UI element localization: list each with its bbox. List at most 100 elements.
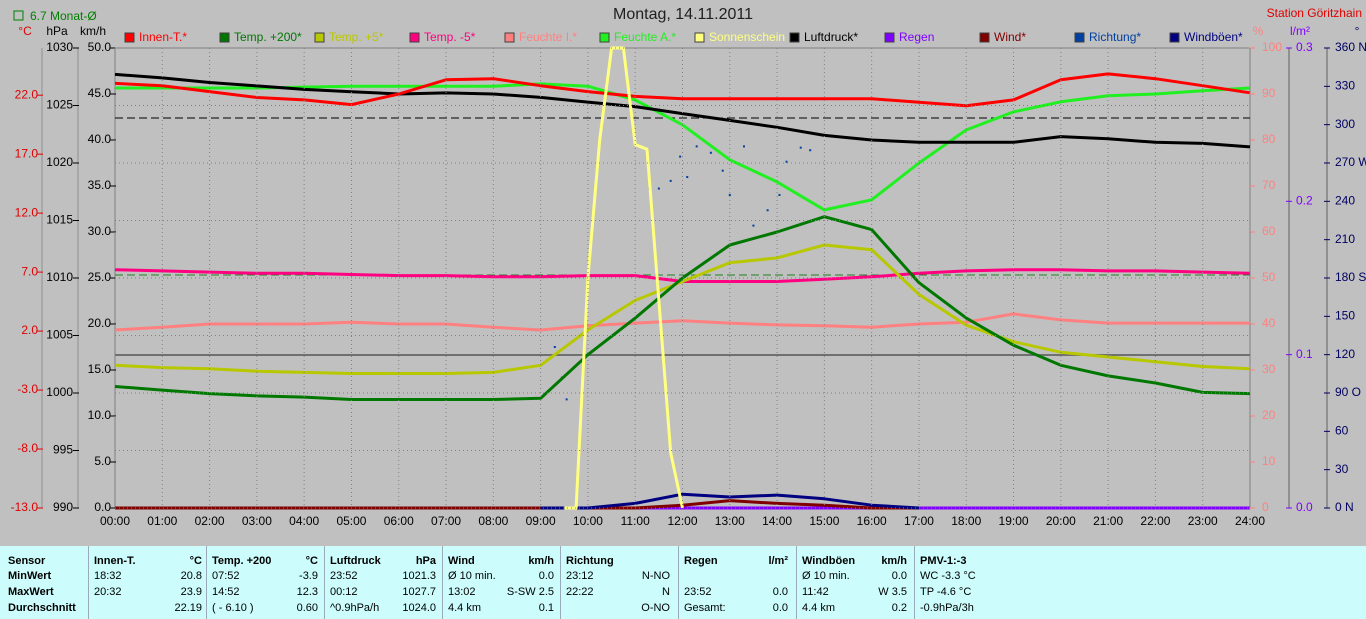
series-line	[115, 499, 919, 510]
x-tick-label: 16:00	[857, 514, 887, 528]
cell-left: 18:32	[94, 570, 122, 582]
cell-right: 0.0	[772, 602, 788, 614]
y-tick-label: 1025	[46, 98, 73, 112]
column-separator	[324, 546, 325, 619]
y-tick-label: -8.0	[17, 441, 38, 455]
y-tick-label: 1000	[46, 385, 73, 399]
series-line	[114, 72, 1251, 108]
cell-left: -0.9hPa/3h	[920, 602, 974, 614]
y-tick-label: 210	[1335, 232, 1355, 246]
legend-swatch	[694, 32, 705, 43]
series-point	[721, 169, 724, 172]
column-title: Wind	[448, 555, 475, 567]
month-average: 6.7 Monat-Ø	[30, 9, 97, 23]
cell-right: W 3.5	[878, 586, 907, 598]
column-separator	[442, 546, 443, 619]
y-tick-label: 180 S	[1335, 270, 1366, 284]
cell-right: 0.0	[891, 570, 907, 582]
y-tick-label: 30.0	[88, 224, 112, 238]
y-tick-label: 30	[1335, 462, 1349, 476]
cell-right: -3.9	[299, 570, 318, 582]
y-tick-label: 60	[1335, 424, 1349, 438]
cell-right: 0.60	[296, 602, 318, 614]
legend-label: Windböen*	[1184, 30, 1243, 44]
legend-label: Sonnenschein	[709, 30, 785, 44]
cell-right: 0.2	[891, 602, 907, 614]
cell-right: 23.9	[180, 586, 202, 598]
y-tick-label: 22.0	[15, 87, 39, 101]
y-tick-label: 2.0	[21, 323, 38, 337]
series-point	[679, 155, 682, 158]
legend-swatch	[409, 32, 420, 43]
cell-left: 23:12	[566, 570, 594, 582]
series-point	[778, 193, 781, 196]
legend-swatch	[599, 32, 610, 43]
y-tick-label: 5.0	[94, 454, 111, 468]
axis-unit: °	[1355, 24, 1360, 38]
x-tick-label: 17:00	[904, 514, 934, 528]
y-tick-label: 90	[1262, 86, 1276, 100]
x-tick-label: 06:00	[384, 514, 414, 528]
legend-label: Wind*	[994, 30, 1026, 44]
cell-left: ( - 6.10 )	[212, 602, 254, 614]
legend-swatch	[1169, 32, 1180, 43]
series-point	[657, 187, 660, 190]
series-point	[669, 179, 672, 182]
series-point	[553, 346, 556, 348]
cell-left: 4.4 km	[802, 602, 836, 614]
icon	[13, 10, 24, 21]
cell-right: 0.0	[538, 570, 554, 582]
cell-left: 11:42	[802, 586, 829, 598]
legend-swatch	[314, 32, 325, 43]
cell-left: 13:02	[448, 586, 476, 598]
cell-left: 23:52	[330, 570, 358, 582]
legend-label: Innen-T.*	[139, 30, 187, 44]
y-tick-label: 0 N	[1335, 500, 1354, 514]
summary-table: Sensor MinWert MaxWert Durchschnitt Innen-T.…	[0, 546, 1366, 619]
y-tick-label: 360 N	[1335, 40, 1366, 54]
axis-unit: km/h	[80, 24, 106, 38]
cell-left: WC -3.3 °C	[920, 570, 976, 582]
y-tick-label: 100	[1262, 40, 1282, 54]
x-tick-label: 22:00	[1140, 514, 1170, 528]
legend-label: Feuchte A.*	[614, 30, 676, 44]
y-tick-label: 0.1	[1296, 347, 1313, 361]
column-title: PMV-1:-3	[920, 555, 967, 567]
y-tick-label: 90 O	[1335, 385, 1361, 399]
x-tick-label: 07:00	[431, 514, 461, 528]
x-tick-label: 19:00	[999, 514, 1029, 528]
y-tick-label: 7.0	[21, 264, 38, 278]
y-tick-label: 120	[1335, 347, 1355, 361]
cell-left: ^0.9hPa/h	[330, 602, 380, 614]
column-title: Innen-T.	[94, 555, 136, 567]
column-title: Luftdruck	[330, 555, 381, 567]
legend-swatch	[504, 32, 515, 43]
cell-left: 14:52	[212, 586, 240, 598]
cell-right: N	[662, 586, 670, 598]
x-tick-label: 02:00	[195, 514, 225, 528]
axis-unit: l/m²	[1290, 24, 1310, 38]
x-tick-label: 04:00	[289, 514, 319, 528]
series-point	[728, 193, 731, 196]
x-tick-label: 12:00	[667, 514, 697, 528]
x-tick-label: 23:00	[1188, 514, 1218, 528]
column-unit: hPa	[415, 555, 436, 567]
series-point	[752, 224, 755, 227]
y-tick-label: 35.0	[88, 178, 112, 192]
series-point	[799, 146, 802, 149]
legend-swatch	[979, 32, 990, 43]
x-tick-label: 00:00	[100, 514, 130, 528]
y-tick-label: 0	[1262, 500, 1269, 514]
series-point	[785, 160, 788, 163]
y-tick-label: 25.0	[88, 270, 112, 284]
y-tick-label: 10	[1262, 454, 1276, 468]
cell-right: 1021.3	[402, 570, 436, 582]
x-tick-label: 05:00	[336, 514, 366, 528]
column-title: Windböen	[802, 555, 856, 567]
cell-right: 0.1	[538, 602, 554, 614]
y-tick-label: 150	[1335, 309, 1355, 323]
y-tick-label: 10.0	[88, 408, 112, 422]
cell-left: Ø 10 min.	[448, 570, 496, 582]
chart-title: Montag, 14.11.2011	[613, 6, 753, 23]
cell-left: 23:52	[684, 586, 712, 598]
